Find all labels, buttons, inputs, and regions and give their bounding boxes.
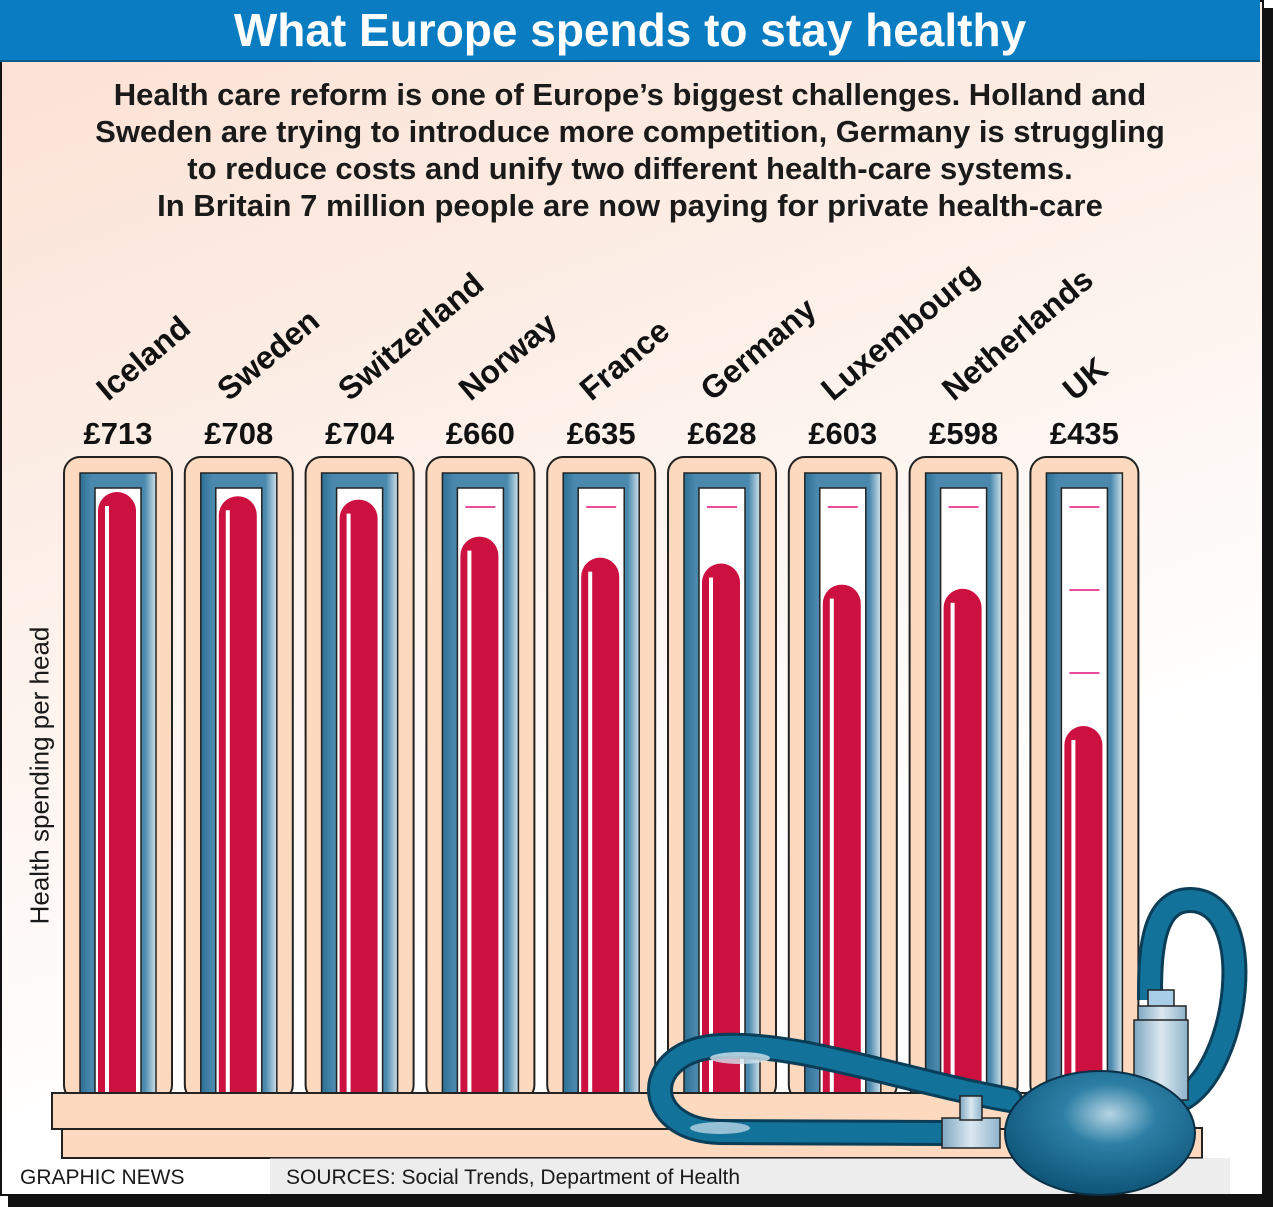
mercury-highlight (588, 571, 593, 1092)
category-label: France (573, 312, 677, 407)
value-label: £603 (808, 416, 877, 451)
mercury-bar (460, 536, 499, 1092)
value-label: £598 (929, 416, 998, 451)
category-label: Sweden (210, 302, 326, 407)
value-label: £708 (204, 416, 273, 451)
footer-credit: GRAPHIC NEWS (20, 1166, 185, 1189)
mercury-highlight (225, 510, 230, 1092)
blood-pressure-pump-icon (647, 886, 1248, 1196)
mercury-highlight (829, 598, 834, 1092)
tubes-layer (63, 456, 1140, 1103)
value-label: £704 (325, 416, 395, 451)
category-label: Norway (452, 305, 564, 407)
mercury-highlight (1071, 740, 1076, 1092)
mercury-bar (822, 584, 861, 1092)
y-axis-label: Health spending per head (24, 626, 55, 925)
value-label: £628 (688, 416, 757, 451)
subtitle: Health care reform is one of Europe’s bi… (0, 76, 1260, 224)
frame-shadow (8, 1196, 1273, 1207)
mercury-highlight (346, 513, 351, 1092)
category-label: Iceland (89, 309, 197, 407)
subtitle-line: Sweden are trying to introduce more comp… (95, 114, 1165, 149)
subtitle-line: to reduce costs and unify two different … (187, 151, 1073, 186)
mercury-bar (1064, 726, 1103, 1092)
mercury-highlight (709, 577, 713, 1092)
page-title: What Europe spends to stay healthy (0, 0, 1260, 62)
mercury-bar (943, 588, 982, 1092)
mercury-bar (702, 563, 740, 1092)
mercury-highlight (105, 506, 109, 1092)
subtitle-line: In Britain 7 million people are now payi… (157, 188, 1103, 223)
labels-layer: £713Iceland£708Sweden£704Switzerland£660… (84, 255, 1119, 451)
subtitle-line: Health care reform is one of Europe’s bi… (113, 77, 1147, 112)
mercury-bar (581, 557, 620, 1092)
frame-shadow (1264, 8, 1273, 1207)
footer-sources: SOURCES: Social Trends, Department of He… (286, 1166, 741, 1189)
value-label: £635 (567, 416, 636, 451)
value-label: £435 (1050, 416, 1119, 451)
mercury-bar (339, 499, 378, 1092)
value-label: £713 (84, 416, 153, 451)
mercury-highlight (467, 550, 472, 1092)
value-label: £660 (446, 416, 515, 451)
category-label: Germany (693, 290, 823, 407)
mercury-bar (218, 496, 257, 1092)
category-label: UK (1056, 350, 1115, 407)
mercury-highlight (950, 602, 955, 1092)
mercury-bar (98, 492, 136, 1092)
